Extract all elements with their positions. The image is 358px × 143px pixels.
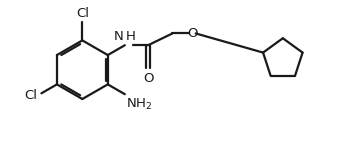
Text: Cl: Cl [76,7,89,20]
Text: H: H [126,30,136,43]
Text: Cl: Cl [24,89,37,102]
Text: O: O [187,27,197,40]
Text: N: N [113,30,123,43]
Text: O: O [143,72,153,85]
Text: NH$_2$: NH$_2$ [126,97,153,112]
